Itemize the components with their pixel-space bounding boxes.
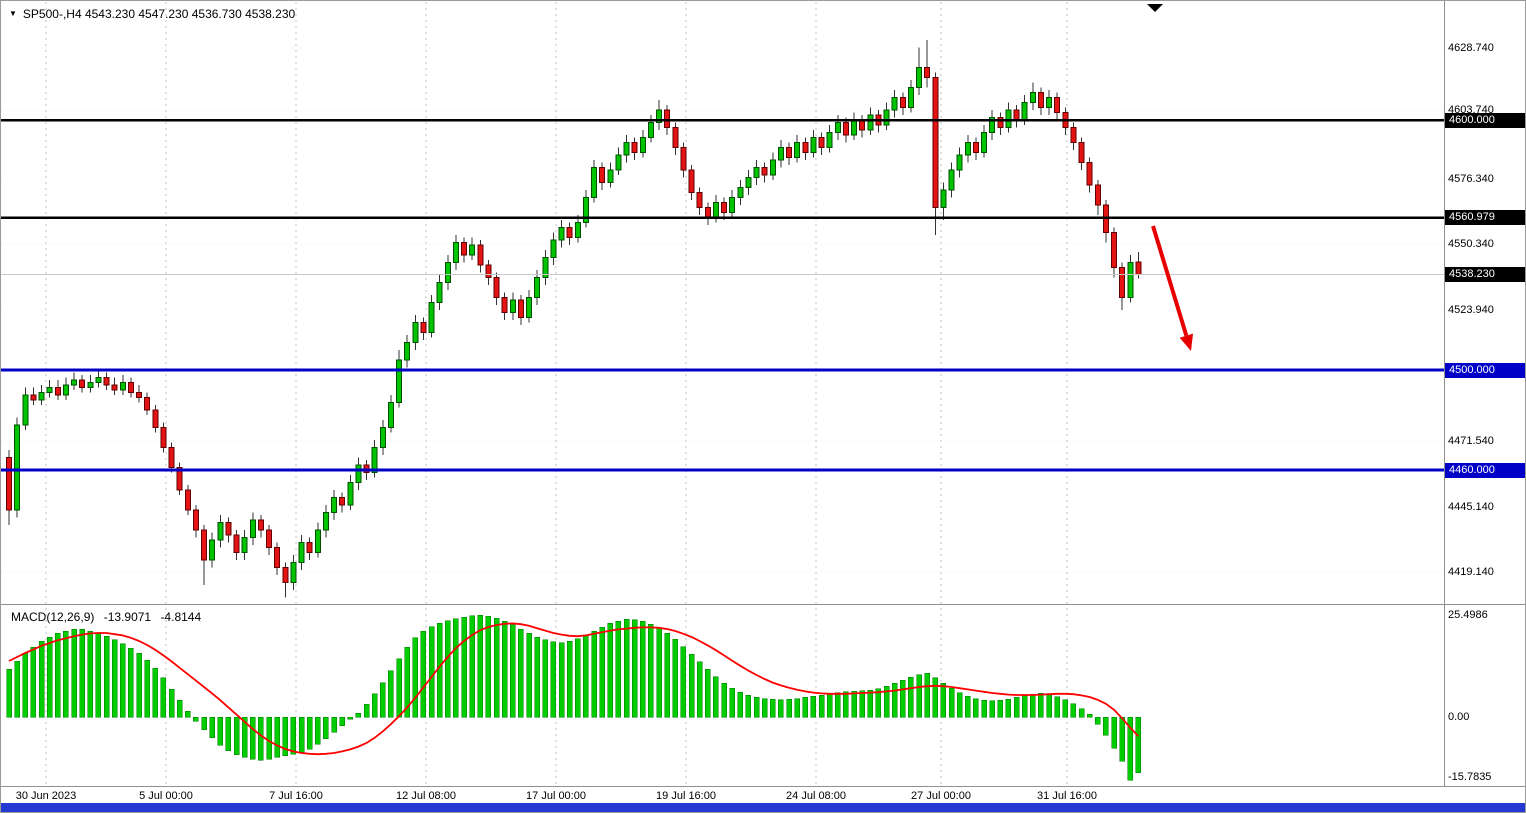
price-line-badge: 4500.000 <box>1445 362 1525 378</box>
macd-axis-label: 0.00 <box>1448 710 1470 723</box>
separators-layer <box>1 1 1525 787</box>
time-axis-label[interactable]: 30 Jun 2023 <box>15 790 77 802</box>
time-axis-label[interactable]: 12 Jul 08:00 <box>396 790 456 802</box>
trend-arrow[interactable] <box>1151 225 1194 351</box>
price-axis-label: 4419.140 <box>1448 565 1494 578</box>
time-axis-label[interactable]: 31 Jul 16:00 <box>1037 790 1097 802</box>
grid-layer <box>1 2 1444 786</box>
price-axis-label: 4445.140 <box>1448 500 1494 513</box>
price-line-badge: 4460.000 <box>1445 462 1525 478</box>
price-axis-label: 4471.540 <box>1448 434 1494 447</box>
price-axis-label: 4523.940 <box>1448 303 1494 316</box>
time-axis-label[interactable]: 24 Jul 08:00 <box>786 790 846 802</box>
macd-histogram-layer <box>6 614 1142 781</box>
symbol-dropdown-icon: ▼ <box>9 9 17 18</box>
time-axis-label[interactable]: 17 Jul 00:00 <box>526 790 586 802</box>
macd-axis-label: -15.7835 <box>1448 770 1492 783</box>
price-line-badge: 4538.230 <box>1445 266 1525 282</box>
macd-signal-value: -4.8144 <box>160 610 202 624</box>
bottom-blue-bar <box>1 803 1525 812</box>
candles-layer <box>6 40 1142 598</box>
price-axis-label: 4628.740 <box>1448 41 1494 54</box>
price-line-badge: 4600.000 <box>1445 112 1525 128</box>
price-lines-layer <box>1 118 1444 472</box>
price-line-badge: 4560.979 <box>1445 210 1525 226</box>
macd-indicator-label: MACD(12,26,9) -13.9071 -4.8144 <box>11 610 207 624</box>
time-axis-label[interactable]: 27 Jul 00:00 <box>911 790 971 802</box>
macd-indicator-name: MACD(12,26,9) <box>11 610 95 624</box>
chart-title-row: ▼ SP500-,H4 4543.230 4547.230 4536.730 4… <box>9 7 295 21</box>
macd-axis-label: 25.4986 <box>1448 608 1488 621</box>
time-axis-label[interactable]: 5 Jul 00:00 <box>139 790 193 802</box>
price-axis-label: 4550.340 <box>1448 237 1494 250</box>
time-axis-label[interactable]: 7 Jul 16:00 <box>269 790 323 802</box>
macd-main-value: -13.9071 <box>103 610 152 624</box>
chart-title: SP500-,H4 4543.230 4547.230 4536.730 453… <box>22 7 296 21</box>
price-axis-label: 4576.340 <box>1448 172 1494 185</box>
shift-marker-icon[interactable] <box>1147 4 1163 12</box>
time-axis-label[interactable]: 19 Jul 16:00 <box>656 790 716 802</box>
macd-signal-line <box>8 622 1140 756</box>
